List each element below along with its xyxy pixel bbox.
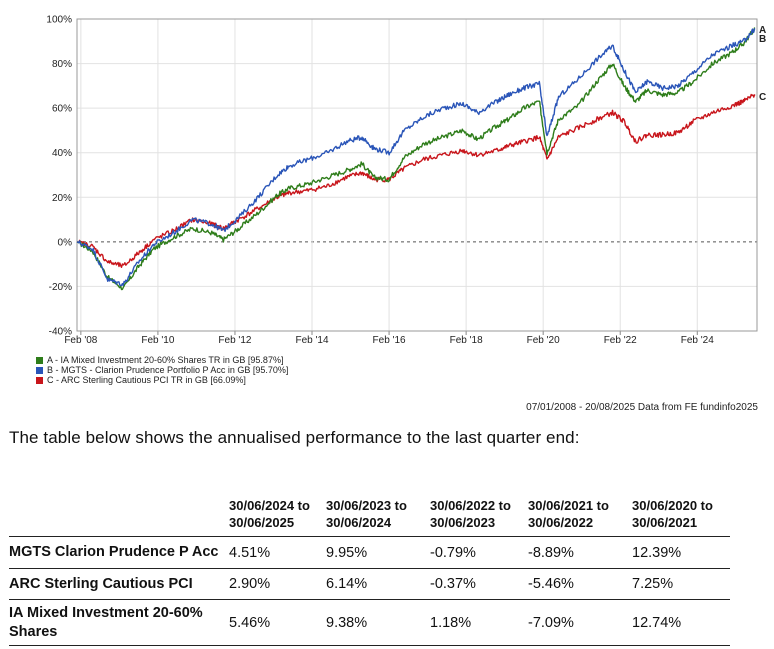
- legend-item-b: B - MGTS - Clarion Prudence Portfolio P …: [36, 365, 288, 375]
- table-cell: -0.37%: [430, 568, 528, 600]
- x-tick-label: Feb '08: [64, 335, 97, 346]
- chart-grid: [77, 18, 757, 332]
- series-line-b: [76, 27, 756, 287]
- fund-name: MGTS Clarion Prudence P Acc: [9, 536, 229, 569]
- chart-axes: 100% 80% 60% 40% 20% 0% -20% -40%Feb '08 Feb '10…: [46, 15, 758, 346]
- legend-label-c: C - ARC Sterling Cautious PCI TR in GB […: [47, 375, 246, 385]
- fund-name: IA Mixed Investment 20-60% Shares: [9, 599, 229, 646]
- x-tick-label: Feb '14: [295, 335, 328, 346]
- x-tick-label: Feb '18: [450, 335, 483, 346]
- table-header-period-3: 30/06/2022 to 30/06/2023: [430, 498, 511, 530]
- series-line-a: [76, 27, 756, 291]
- y-tick-label: 20%: [52, 193, 72, 204]
- table-intro-text: The table below shows the annualised per…: [9, 428, 580, 447]
- table-row: IA Mixed Investment 20-60% Shares 5.46% …: [9, 599, 730, 646]
- y-tick-label: 60%: [52, 104, 72, 115]
- x-tick-label: Feb '10: [141, 335, 174, 346]
- data-source-note: 07/01/2008 - 20/08/2025 Data from FE fun…: [526, 402, 758, 413]
- y-tick-label: -40%: [49, 327, 72, 338]
- legend-label-a: A - IA Mixed Investment 20-60% Shares TR…: [47, 355, 284, 365]
- table-row: MGTS Clarion Prudence P Acc 4.51% 9.95% …: [9, 536, 730, 569]
- table-cell: 1.18%: [430, 599, 528, 646]
- table-header-period-2: 30/06/2023 to 30/06/2024: [326, 498, 407, 530]
- table-cell: 9.95%: [326, 536, 430, 569]
- legend-item-a: A - IA Mixed Investment 20-60% Shares TR…: [36, 355, 288, 365]
- table-cell: -0.79%: [430, 536, 528, 569]
- table-cell: -5.46%: [528, 568, 632, 600]
- y-tick-label: 80%: [52, 59, 72, 70]
- table-cell: 12.74%: [632, 599, 730, 646]
- table-cell: 4.51%: [229, 536, 326, 569]
- y-tick-label: 100%: [46, 15, 72, 26]
- end-label-b: B: [759, 34, 766, 45]
- legend-swatch-c: [36, 376, 43, 384]
- x-tick-label: Feb '24: [681, 335, 714, 346]
- legend-label-b: B - MGTS - Clarion Prudence Portfolio P …: [47, 365, 289, 375]
- legend-item-c: C - ARC Sterling Cautious PCI TR in GB […: [36, 375, 288, 385]
- legend-swatch-a: [36, 356, 43, 364]
- table-header-blank: [9, 493, 229, 537]
- chart-series: [76, 27, 756, 291]
- x-tick-label: Feb '16: [373, 335, 406, 346]
- y-tick-label: 40%: [52, 148, 72, 159]
- table-header-period-4: 30/06/2021 to 30/06/2022: [528, 498, 609, 530]
- table-header-period-1: 30/06/2024 to 30/06/2025: [229, 498, 310, 530]
- performance-chart: 100% 80% 60% 40% 20% 0% -20% -40%Feb '08 Feb '10…: [46, 15, 766, 347]
- y-tick-label: 0%: [58, 237, 73, 248]
- x-tick-label: Feb '22: [604, 335, 637, 346]
- table-row: ARC Sterling Cautious PCI 2.90% 6.14% -0…: [9, 568, 730, 600]
- table-cell: 5.46%: [229, 599, 326, 646]
- table-header-row: 30/06/2024 to 30/06/2025 30/06/2023 to 3…: [9, 493, 730, 537]
- performance-table: 30/06/2024 to 30/06/2025 30/06/2023 to 3…: [9, 493, 730, 646]
- table-cell: 12.39%: [632, 536, 730, 569]
- end-label-c: C: [759, 92, 766, 103]
- table-cell: 9.38%: [326, 599, 430, 646]
- end-label-a: A: [759, 25, 766, 36]
- table-cell: 6.14%: [326, 568, 430, 600]
- x-tick-label: Feb '12: [218, 335, 251, 346]
- legend-swatch-b: [36, 366, 43, 374]
- y-tick-label: -20%: [49, 282, 72, 293]
- plot-area-frame: [76, 18, 758, 332]
- table-header-period-5: 30/06/2020 to 30/06/2021: [632, 498, 713, 530]
- table-cell: -8.89%: [528, 536, 632, 569]
- table-cell: 2.90%: [229, 568, 326, 600]
- chart-legend: A - IA Mixed Investment 20-60% Shares TR…: [36, 355, 288, 385]
- table-cell: -7.09%: [528, 599, 632, 646]
- table-cell: 7.25%: [632, 568, 730, 600]
- fund-name: ARC Sterling Cautious PCI: [9, 568, 229, 600]
- x-tick-label: Feb '20: [527, 335, 560, 346]
- chart-end-labels: AB C: [759, 25, 766, 103]
